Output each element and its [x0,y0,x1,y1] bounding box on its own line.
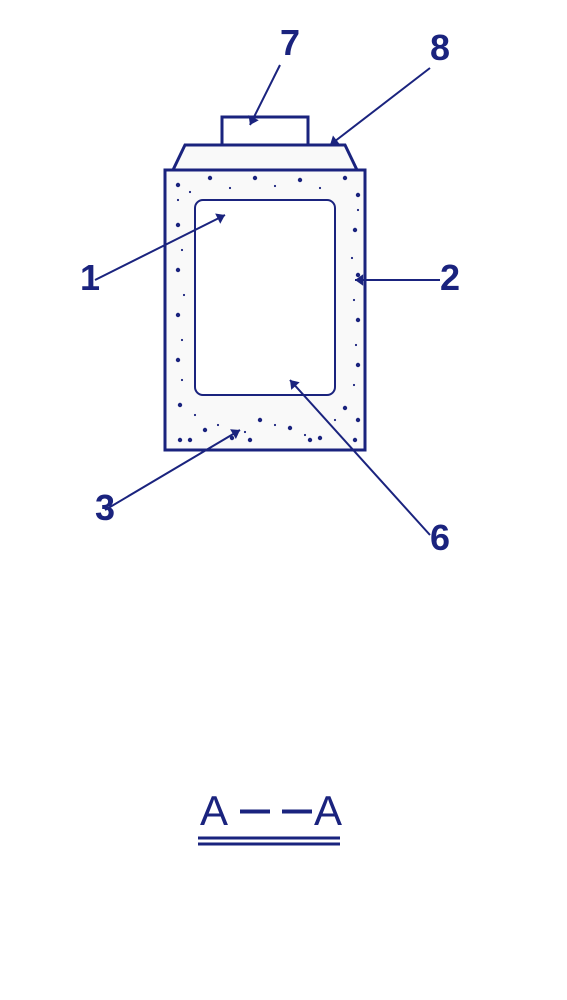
texture-dot [189,191,191,193]
texture-dot [181,339,183,341]
texture-dot [357,209,359,211]
texture-dot [351,257,353,259]
texture-dot [181,379,183,381]
texture-dot [203,428,207,432]
texture-dot [353,438,357,442]
texture-dot [181,249,183,251]
texture-dot [176,313,180,317]
callout-label-3: 3 [95,487,115,528]
texture-dot [308,438,312,442]
texture-dot [217,424,219,426]
texture-dot [274,424,276,426]
texture-dot [188,438,192,442]
texture-dot [258,418,262,422]
texture-dot [356,363,360,367]
texture-dot [177,199,179,201]
texture-dot [178,403,182,407]
texture-dot [208,176,212,180]
texture-dot [356,193,360,197]
texture-dot [353,299,355,301]
texture-dot [356,418,360,422]
texture-dot [353,228,357,232]
body-inner-cavity [195,200,335,395]
callout-label-1: 1 [80,257,100,298]
texture-dot [274,185,276,187]
callout-label-6: 6 [430,517,450,558]
texture-dot [183,294,185,296]
texture-dot [298,178,302,182]
texture-dot [253,176,257,180]
texture-dot [194,414,196,416]
texture-dot [229,187,231,189]
texture-dot [248,438,252,442]
callout-label-8: 8 [430,27,450,68]
texture-dot [288,426,292,430]
callout-label-2: 2 [440,257,460,298]
texture-dot [356,318,360,322]
texture-dot [176,358,180,362]
texture-dot [244,431,246,433]
texture-dot [176,223,180,227]
texture-dot [176,183,180,187]
callout-label-7: 7 [280,22,300,63]
texture-dot [304,434,306,436]
texture-dot [343,176,347,180]
section-label-a-right: A [314,787,342,834]
texture-dot [318,436,322,440]
knob [222,117,308,145]
texture-dot [343,406,347,410]
texture-dot [319,187,321,189]
texture-dot [178,438,182,442]
texture-dot [355,344,357,346]
texture-dot [176,268,180,272]
texture-dot [334,419,336,421]
texture-dot [356,273,360,277]
lid [173,145,357,170]
texture-dot [353,384,355,386]
section-label-a-left: A [200,787,228,834]
